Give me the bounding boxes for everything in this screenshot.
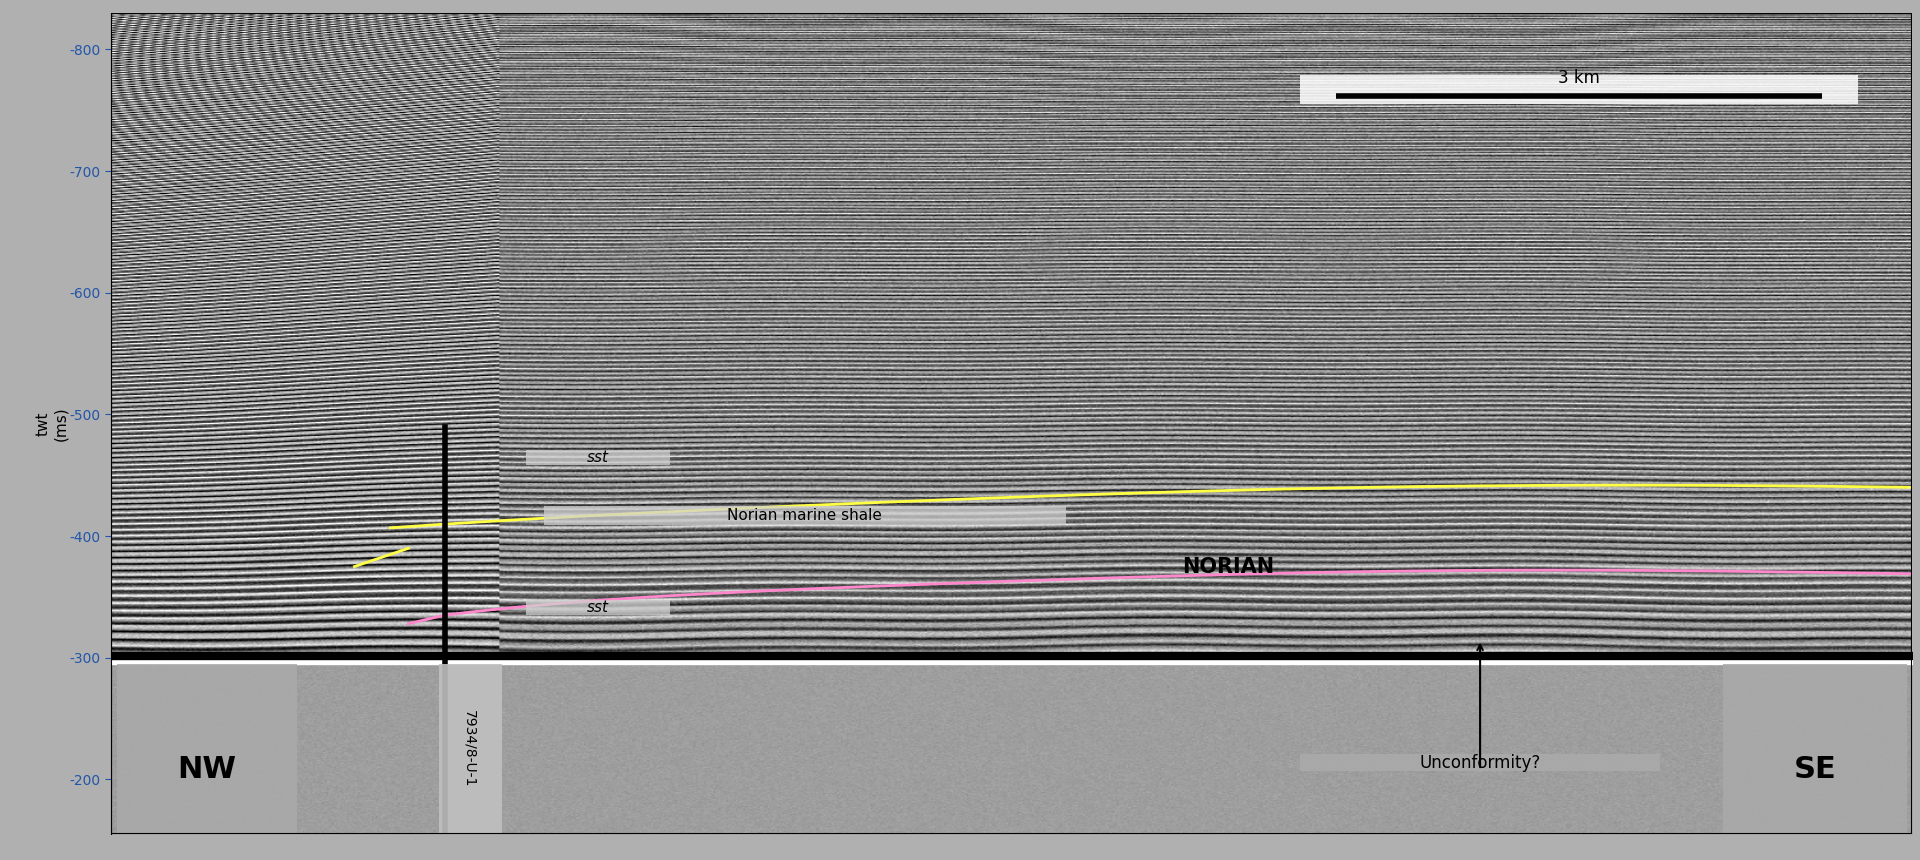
FancyBboxPatch shape	[526, 451, 670, 465]
FancyBboxPatch shape	[1300, 75, 1859, 104]
FancyBboxPatch shape	[1300, 754, 1661, 771]
Text: 7934/8-U-1: 7934/8-U-1	[463, 710, 476, 788]
Bar	[1724, 664, 1907, 834]
Bar	[117, 664, 298, 834]
Y-axis label: twt
(ms): twt (ms)	[36, 406, 69, 441]
Text: NORIAN: NORIAN	[1183, 556, 1275, 576]
Text: sst: sst	[588, 450, 609, 465]
Text: 3 km: 3 km	[1559, 69, 1599, 87]
FancyBboxPatch shape	[526, 600, 670, 615]
Bar	[440, 664, 503, 834]
Text: sst: sst	[588, 599, 609, 615]
Text: Norian marine shale: Norian marine shale	[728, 508, 881, 523]
Text: Unconformity?: Unconformity?	[1419, 753, 1540, 771]
Text: NW: NW	[177, 755, 236, 784]
FancyBboxPatch shape	[543, 507, 1066, 525]
Text: SE: SE	[1793, 755, 1836, 784]
